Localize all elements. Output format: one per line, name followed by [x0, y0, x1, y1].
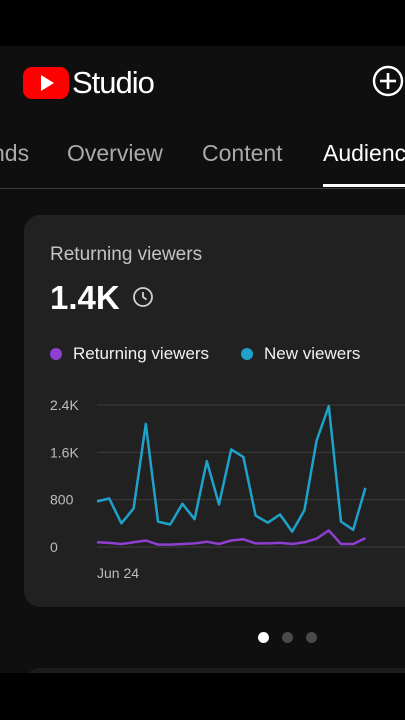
- legend-dot-new: [241, 348, 253, 360]
- create-button[interactable]: [372, 65, 404, 97]
- tab-bar: nds Overview Content Audienc: [0, 118, 405, 189]
- active-tab-indicator: [323, 184, 405, 187]
- y-tick-label: 1.6K: [50, 444, 79, 460]
- card-title: Returning viewers: [50, 244, 203, 265]
- returning-viewers-card[interactable]: Returning viewers 1.4K Returning viewers…: [24, 215, 405, 607]
- y-tick-label: 800: [50, 492, 74, 508]
- legend-label-new: New viewers: [264, 344, 361, 363]
- x-tick-label: Jun 24: [97, 565, 139, 581]
- series-line-new: [96, 404, 367, 533]
- plus-circle-icon: [372, 65, 404, 97]
- legend-new: New viewers: [241, 344, 360, 364]
- studio-app: Studio nds Overview Content Audienc Retu…: [0, 46, 405, 673]
- clock-icon[interactable]: [132, 286, 154, 308]
- tab-trends[interactable]: nds: [0, 140, 30, 166]
- y-tick-label: 0: [50, 539, 58, 555]
- tab-audience[interactable]: Audienc: [323, 140, 405, 166]
- tab-overview[interactable]: Overview: [67, 140, 163, 166]
- youtube-play-icon: [23, 67, 69, 99]
- logo-text: Studio: [72, 65, 155, 100]
- legend-returning: Returning viewers: [50, 344, 209, 364]
- pager-dot-2[interactable]: [282, 632, 293, 643]
- pager-dot-3[interactable]: [306, 632, 317, 643]
- viewers-line-chart: 2.4K 1.6K 800 0 Jun 24: [50, 397, 405, 581]
- legend-dot-returning: [50, 348, 62, 360]
- studio-logo[interactable]: Studio: [23, 65, 155, 100]
- y-tick-label: 2.4K: [50, 397, 79, 413]
- pager-dot-1[interactable]: [258, 632, 269, 643]
- next-card-peek: [24, 668, 405, 673]
- tab-content[interactable]: Content: [202, 140, 283, 166]
- legend-label-returning: Returning viewers: [73, 344, 210, 363]
- metric-value: 1.4K: [50, 279, 120, 316]
- series-line-returning: [96, 529, 366, 546]
- app-header: Studio: [0, 46, 405, 118]
